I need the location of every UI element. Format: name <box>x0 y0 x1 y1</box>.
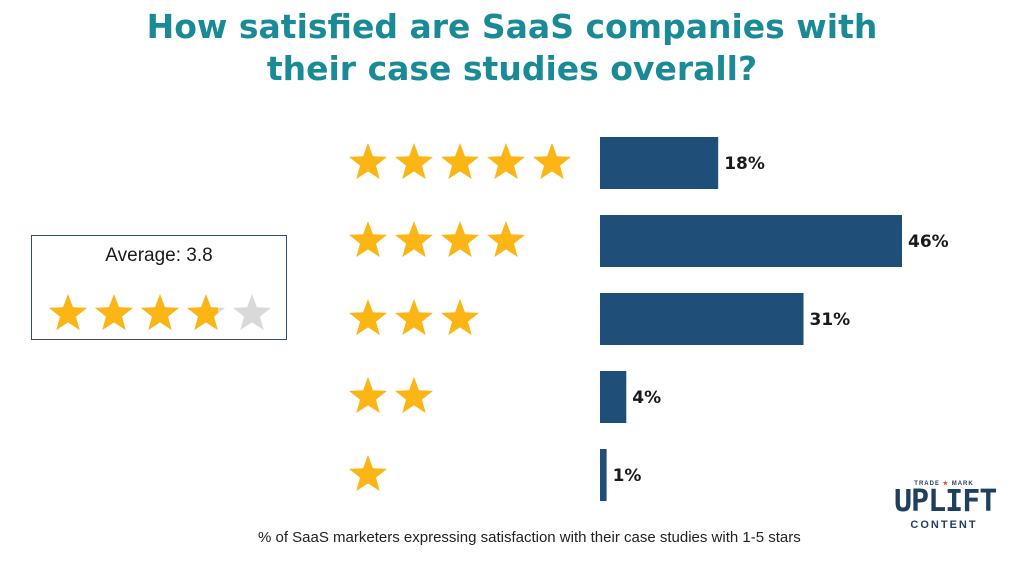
bar-4-stars <box>600 215 902 267</box>
star-rating-row-2 <box>348 377 434 414</box>
logo-trademark-right: MARK <box>951 481 974 487</box>
star-icon <box>348 143 388 180</box>
logo-trademark-left: TRADE <box>914 481 940 487</box>
logo-name: UPLIFT <box>894 484 997 519</box>
star-icon <box>348 455 388 492</box>
star-rating-row-3 <box>348 299 480 336</box>
logo-star-icon: ★ <box>942 481 950 487</box>
bar-3-stars <box>600 293 804 345</box>
star-rating-row-5 <box>348 143 572 180</box>
bar-value-label-4-stars: 46% <box>908 232 949 252</box>
bar-value-label-3-stars: 31% <box>810 310 851 330</box>
star-icon <box>440 299 480 336</box>
average-rating-stars <box>48 294 272 331</box>
star-icon <box>348 299 388 336</box>
logo-trademark: TRADE ★ MARK <box>894 480 994 487</box>
star-icon <box>532 143 572 180</box>
star-rating-row-4 <box>348 221 526 258</box>
bar-value-label-2-stars: 4% <box>632 388 661 408</box>
star-rating-row-1 <box>348 455 388 492</box>
chart-title: How satisfied are SaaS companies with th… <box>0 6 1024 90</box>
star-icon <box>348 221 388 258</box>
star-icon <box>440 143 480 180</box>
star-icon <box>394 143 434 180</box>
bar-5-stars <box>600 137 719 189</box>
chart-title-line-2: their case studies overall? <box>266 49 758 88</box>
star-icon <box>486 143 526 180</box>
star-icon <box>440 221 480 258</box>
star-icon <box>486 221 526 258</box>
chart-caption: % of SaaS marketers expressing satisfact… <box>258 529 801 546</box>
chart-title-line-1: How satisfied are SaaS companies with <box>146 7 878 46</box>
average-rating-box: Average: 3.8 <box>31 235 287 340</box>
star-icon <box>394 377 434 414</box>
bar-2-stars <box>600 371 627 423</box>
star-empty-icon <box>232 294 272 331</box>
bar-1-stars <box>600 449 607 501</box>
bar-value-label-1-stars: 1% <box>613 466 642 486</box>
uplift-content-logo: TRADE ★ MARK UPLIFT CONTENT <box>894 480 997 552</box>
star-icon <box>394 221 434 258</box>
star-filled-icon <box>94 294 134 331</box>
average-rating-label: Average: 3.8 <box>105 245 213 266</box>
star-filled-icon <box>186 294 218 331</box>
star-filled-icon <box>140 294 180 331</box>
star-icon <box>348 377 388 414</box>
star-filled-icon <box>48 294 88 331</box>
star-icon <box>394 299 434 336</box>
logo-subtitle: CONTENT <box>910 519 978 531</box>
bar-value-label-5-stars: 18% <box>724 154 765 174</box>
